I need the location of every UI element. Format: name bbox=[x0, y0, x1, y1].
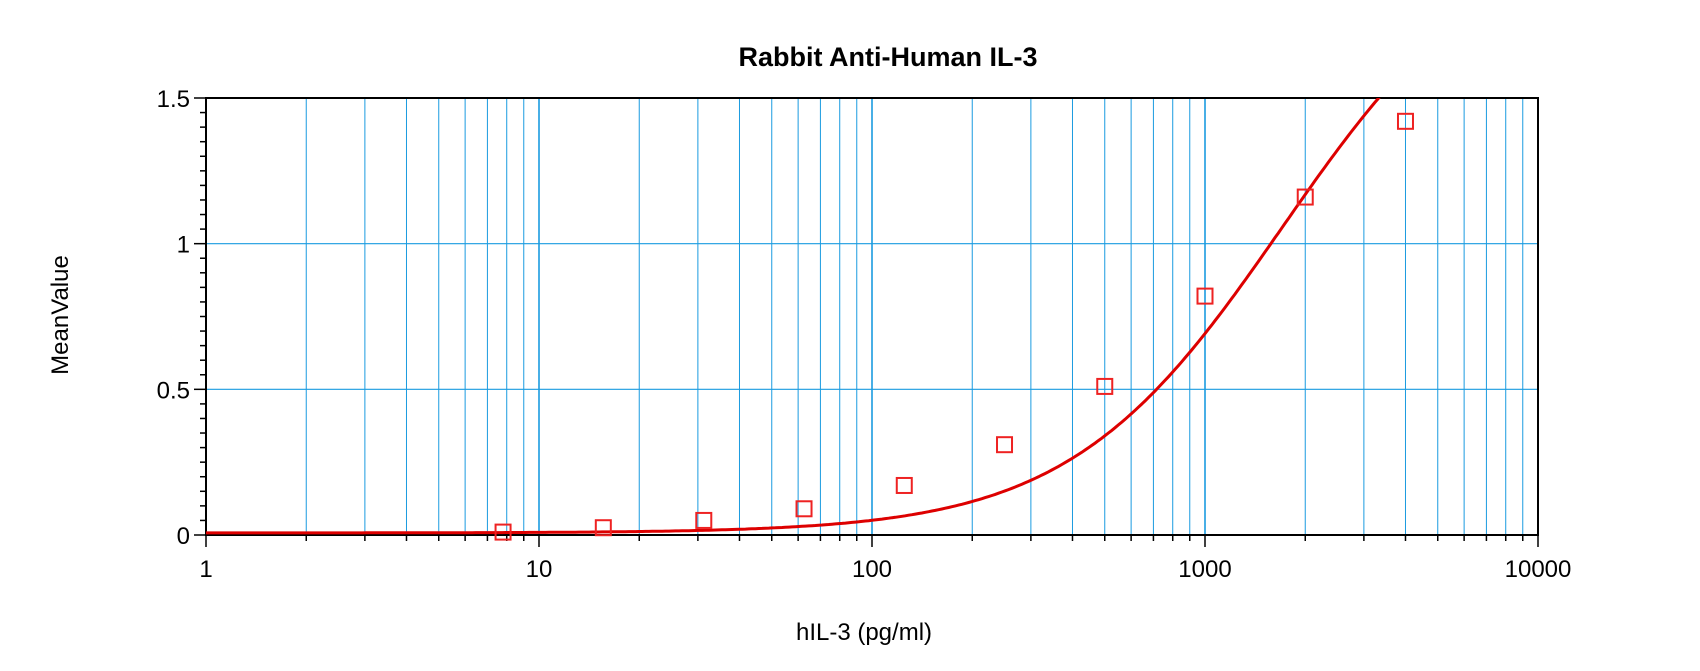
x-tick-label: 1000 bbox=[1178, 556, 1231, 583]
y-tick-label: 0.5 bbox=[157, 377, 190, 404]
data-point bbox=[895, 476, 913, 494]
y-tick-labels: 0 0.5 1 1.5 bbox=[157, 86, 190, 550]
y-tick-label: 0 bbox=[177, 523, 190, 550]
data-point bbox=[1096, 377, 1114, 395]
axes bbox=[194, 97, 1539, 547]
x-tick-label: 10 bbox=[526, 556, 553, 583]
chart-title: Rabbit Anti-Human IL-3 bbox=[739, 42, 1038, 72]
y-tick-label: 1.5 bbox=[157, 86, 190, 113]
data-point bbox=[594, 519, 612, 537]
fit-curve-layer bbox=[206, 98, 1381, 535]
x-axis-label: hIL-3 (pg/ml) bbox=[796, 619, 932, 646]
data-point bbox=[795, 500, 813, 518]
x-tick-label: 10000 bbox=[1505, 556, 1572, 583]
data-point bbox=[1196, 287, 1214, 305]
data-points bbox=[494, 112, 1414, 541]
y-tick-label: 1 bbox=[177, 232, 190, 259]
x-tick-labels: 1 10 100 1000 10000 bbox=[199, 556, 1571, 583]
x-tick-label: 100 bbox=[852, 556, 892, 583]
grid-lines bbox=[206, 98, 1538, 535]
data-point bbox=[695, 511, 713, 529]
fit-curve bbox=[206, 98, 1381, 535]
data-point bbox=[1296, 188, 1314, 206]
data-point bbox=[494, 523, 512, 541]
data-point bbox=[996, 436, 1014, 454]
data-point bbox=[1396, 112, 1414, 130]
x-tick-label: 1 bbox=[199, 556, 212, 583]
y-axis-label: MeanValue bbox=[47, 255, 74, 375]
